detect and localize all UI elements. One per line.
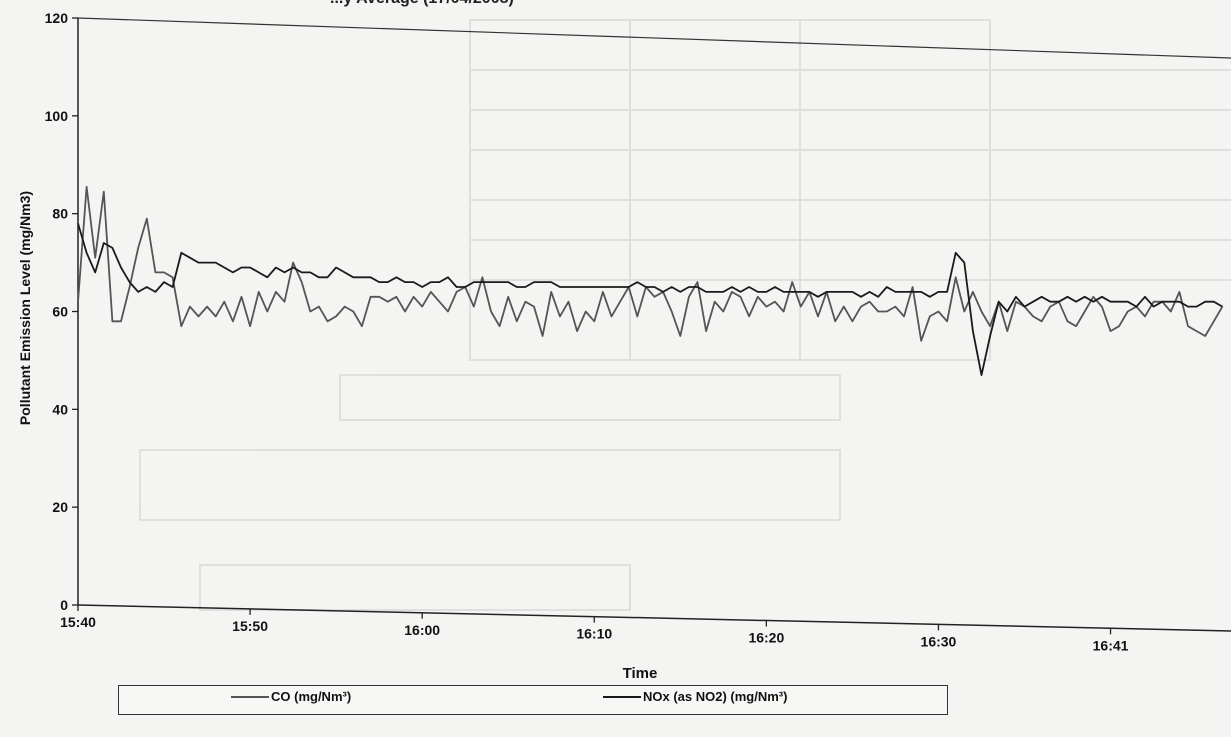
chart-title: ...y Average (17/04/2008) <box>330 0 514 8</box>
chart-legend: CO (mg/Nm³) NOx (as NO2) (mg/Nm³) <box>118 685 948 715</box>
x-tick-label: 15:40 <box>60 614 96 630</box>
y-tick-label: 0 <box>60 597 68 613</box>
legend-item-nox: NOx (as NO2) (mg/Nm³) <box>603 689 787 704</box>
x-axis-line <box>77 604 1231 632</box>
y-axis-ticks: 0 20 40 60 80 100 120 <box>45 10 78 613</box>
y-tick-label: 40 <box>52 401 68 417</box>
x-tick-label: 16:30 <box>921 633 957 649</box>
series-line-nox <box>77 223 1223 377</box>
x-tick-label: 16:10 <box>576 626 612 642</box>
legend-label-nox: NOx (as NO2) (mg/Nm³) <box>643 689 788 704</box>
y-tick-label: 80 <box>52 206 68 222</box>
x-tick-label: 15:50 <box>232 618 268 634</box>
plot-top-border <box>77 17 1231 59</box>
series-lines <box>77 185 1224 377</box>
series-line-co <box>77 185 1224 342</box>
x-tick-label: 16:41 <box>1093 637 1129 653</box>
legend-swatch-co <box>231 695 269 698</box>
y-tick-label: 20 <box>52 499 68 515</box>
y-tick-label: 100 <box>45 108 69 124</box>
x-axis-ticks: 15:40 15:50 16:00 16:10 16:20 16:30 16:41 <box>60 605 1129 653</box>
legend-item-co: CO (mg/Nm³) <box>231 689 351 704</box>
legend-label-co: CO (mg/Nm³) <box>271 689 352 704</box>
y-axis-title: Pollutant Emission Level (mg/Nm3) <box>17 190 33 426</box>
y-tick-label: 120 <box>45 10 69 26</box>
legend-swatch-nox <box>603 695 641 698</box>
y-tick-label: 60 <box>52 304 68 320</box>
x-axis-title: Time <box>622 665 658 682</box>
x-tick-label: 16:00 <box>404 622 440 638</box>
x-tick-label: 16:20 <box>748 630 784 646</box>
